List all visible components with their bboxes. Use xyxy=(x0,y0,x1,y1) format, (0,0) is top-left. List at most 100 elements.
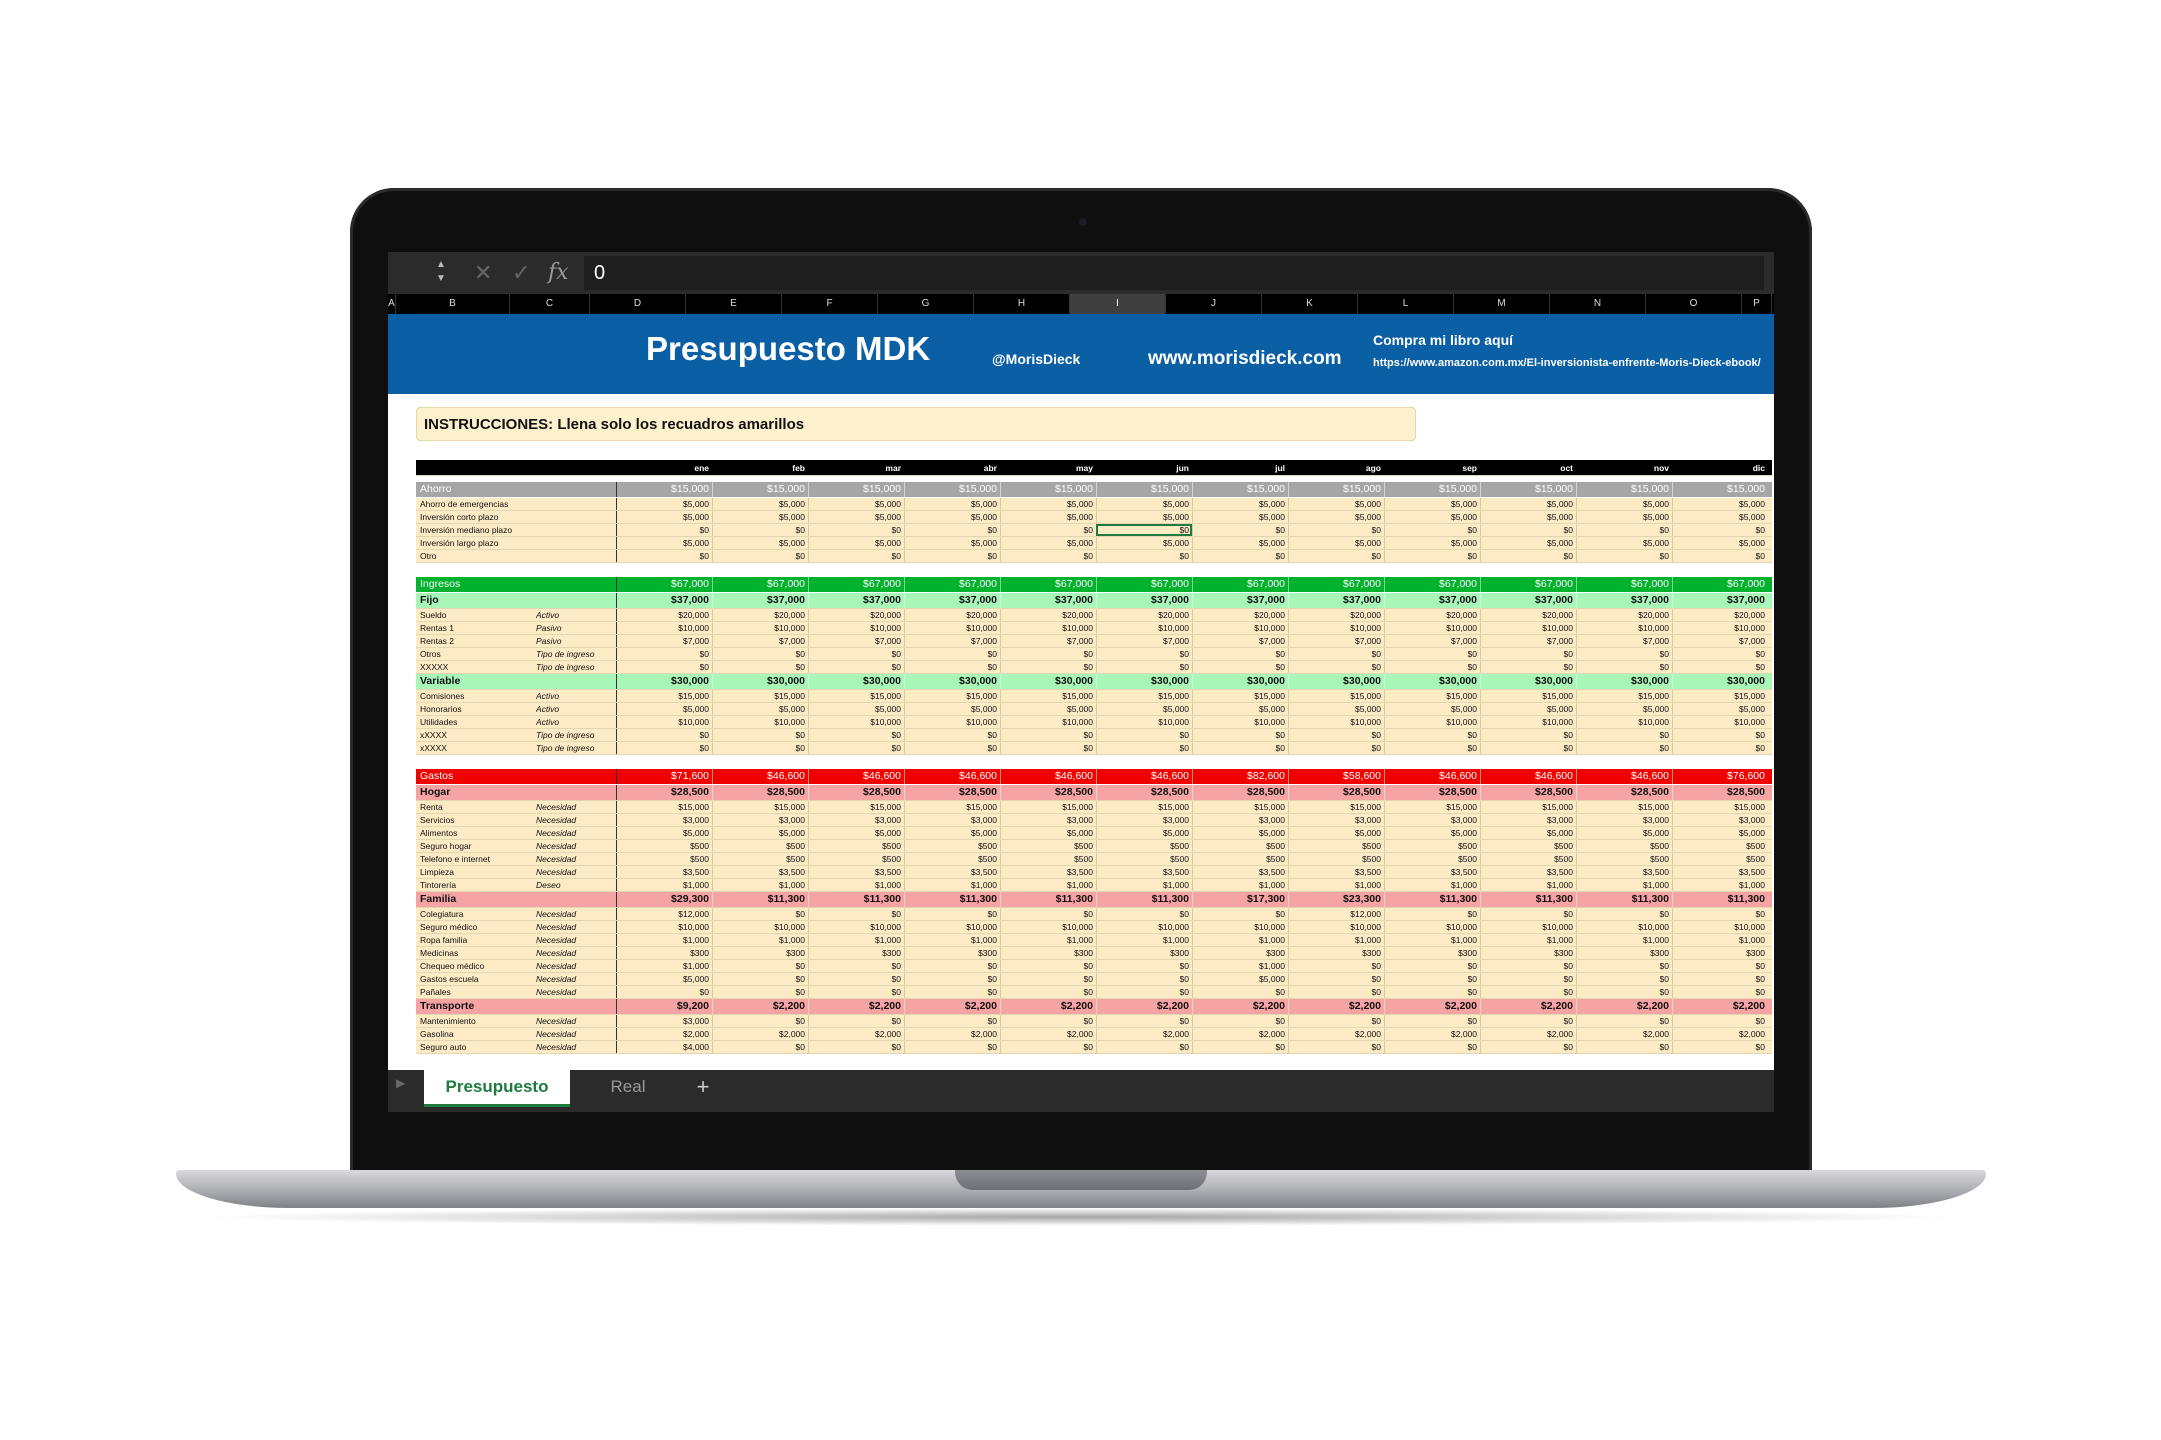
value-cell[interactable]: $0 xyxy=(1480,661,1576,673)
value-cell[interactable]: $500 xyxy=(1192,840,1288,852)
value-cell[interactable]: $5,000 xyxy=(616,973,712,985)
value-cell[interactable]: $20,000 xyxy=(808,609,904,621)
value-cell[interactable]: $15,000 xyxy=(1672,690,1768,702)
value-cell[interactable]: $2,000 xyxy=(1288,1028,1384,1040)
row-type[interactable]: Necesidad xyxy=(536,1042,577,1052)
value-cell[interactable]: $3,500 xyxy=(904,866,1000,878)
value-cell[interactable]: $0 xyxy=(1384,908,1480,920)
value-cell[interactable]: $20,000 xyxy=(616,609,712,621)
value-cell[interactable]: $1,000 xyxy=(1192,960,1288,972)
value-cell[interactable]: $0 xyxy=(904,524,1000,536)
row-type[interactable]: Necesidad xyxy=(536,1016,577,1026)
value-cell[interactable]: $0 xyxy=(712,648,808,660)
value-cell[interactable]: $5,000 xyxy=(1288,827,1384,839)
value-cell[interactable]: $5,000 xyxy=(616,827,712,839)
value-cell[interactable]: $0 xyxy=(616,986,712,998)
value-cell[interactable]: $0 xyxy=(1288,1041,1384,1053)
value-cell[interactable]: $0 xyxy=(1672,986,1768,998)
value-cell[interactable]: $300 xyxy=(1384,947,1480,959)
row-type[interactable]: Necesidad xyxy=(536,948,577,958)
value-cell[interactable]: $2,000 xyxy=(1000,1028,1096,1040)
value-cell[interactable]: $0 xyxy=(904,973,1000,985)
value-cell[interactable]: $0 xyxy=(616,661,712,673)
value-cell[interactable]: $5,000 xyxy=(1480,703,1576,715)
value-cell[interactable]: $0 xyxy=(808,550,904,562)
value-cell[interactable]: $0 xyxy=(1000,1015,1096,1027)
value-cell[interactable]: $0 xyxy=(1192,742,1288,754)
value-cell[interactable]: $5,000 xyxy=(1192,973,1288,985)
value-cell[interactable]: $0 xyxy=(1096,661,1192,673)
value-cell[interactable]: $0 xyxy=(1096,729,1192,741)
value-cell[interactable]: $0 xyxy=(1672,742,1768,754)
row-type[interactable]: Necesidad xyxy=(536,867,577,877)
column-header-d[interactable]: D xyxy=(590,294,686,314)
value-cell[interactable]: $0 xyxy=(1384,648,1480,660)
value-cell[interactable]: $10,000 xyxy=(904,921,1000,933)
row-type[interactable]: Necesidad xyxy=(536,828,577,838)
value-cell[interactable]: $500 xyxy=(808,853,904,865)
value-cell[interactable]: $1,000 xyxy=(1672,934,1768,946)
value-cell[interactable]: $500 xyxy=(1576,840,1672,852)
value-cell[interactable]: $500 xyxy=(712,840,808,852)
value-cell[interactable]: $500 xyxy=(1672,840,1768,852)
row-type[interactable] xyxy=(536,511,616,523)
value-cell[interactable]: $0 xyxy=(1000,661,1096,673)
value-cell[interactable]: $15,000 xyxy=(1192,690,1288,702)
value-cell[interactable]: $1,000 xyxy=(1096,879,1192,891)
value-cell[interactable]: $7,000 xyxy=(1192,635,1288,647)
value-cell[interactable]: $5,000 xyxy=(616,498,712,510)
value-cell[interactable]: $15,000 xyxy=(1480,801,1576,813)
value-cell[interactable]: $3,500 xyxy=(1576,866,1672,878)
value-cell[interactable]: $15,000 xyxy=(1288,690,1384,702)
value-cell[interactable]: $5,000 xyxy=(1576,511,1672,523)
row-type[interactable] xyxy=(536,524,616,536)
value-cell[interactable]: $5,000 xyxy=(1576,498,1672,510)
value-cell[interactable]: $7,000 xyxy=(616,635,712,647)
value-cell[interactable]: $5,000 xyxy=(1192,498,1288,510)
value-cell[interactable]: $1,000 xyxy=(808,879,904,891)
value-cell[interactable]: $5,000 xyxy=(904,537,1000,549)
value-cell[interactable]: $2,000 xyxy=(808,1028,904,1040)
value-cell[interactable]: $0 xyxy=(1096,1015,1192,1027)
value-cell[interactable]: $0 xyxy=(1576,524,1672,536)
value-cell[interactable]: $0 xyxy=(1096,908,1192,920)
value-cell[interactable]: $5,000 xyxy=(1384,703,1480,715)
value-cell[interactable]: $7,000 xyxy=(1480,635,1576,647)
value-cell[interactable]: $0 xyxy=(1384,729,1480,741)
value-cell[interactable]: $15,000 xyxy=(1096,801,1192,813)
value-cell[interactable]: $0 xyxy=(1288,973,1384,985)
value-cell[interactable]: $1,000 xyxy=(1480,934,1576,946)
value-cell[interactable]: $0 xyxy=(616,648,712,660)
value-cell[interactable]: $2,000 xyxy=(1192,1028,1288,1040)
value-cell[interactable]: $5,000 xyxy=(712,827,808,839)
value-cell[interactable]: $0 xyxy=(1672,648,1768,660)
value-cell[interactable]: $10,000 xyxy=(616,622,712,634)
value-cell[interactable]: $5,000 xyxy=(616,703,712,715)
value-cell[interactable]: $0 xyxy=(1288,1015,1384,1027)
value-cell[interactable]: $0 xyxy=(1480,524,1576,536)
value-cell[interactable]: $3,500 xyxy=(1384,866,1480,878)
value-cell[interactable]: $10,000 xyxy=(712,921,808,933)
value-cell[interactable]: $0 xyxy=(1096,524,1192,536)
value-cell[interactable]: $0 xyxy=(1000,648,1096,660)
value-cell[interactable]: $5,000 xyxy=(904,827,1000,839)
value-cell[interactable]: $0 xyxy=(1672,729,1768,741)
value-cell[interactable]: $0 xyxy=(1288,524,1384,536)
value-cell[interactable]: $10,000 xyxy=(904,622,1000,634)
value-cell[interactable]: $2,000 xyxy=(712,1028,808,1040)
value-cell[interactable]: $5,000 xyxy=(1672,537,1768,549)
value-cell[interactable]: $0 xyxy=(712,742,808,754)
value-cell[interactable]: $10,000 xyxy=(1000,622,1096,634)
value-cell[interactable]: $10,000 xyxy=(1576,622,1672,634)
value-cell[interactable]: $0 xyxy=(1288,960,1384,972)
value-cell[interactable]: $10,000 xyxy=(1096,716,1192,728)
value-cell[interactable]: $7,000 xyxy=(1672,635,1768,647)
value-cell[interactable]: $5,000 xyxy=(1000,827,1096,839)
value-cell[interactable]: $1,000 xyxy=(616,960,712,972)
column-header-j[interactable]: J xyxy=(1166,294,1262,314)
value-cell[interactable]: $1,000 xyxy=(1288,934,1384,946)
value-cell[interactable]: $5,000 xyxy=(1096,537,1192,549)
value-cell[interactable]: $15,000 xyxy=(1096,690,1192,702)
value-cell[interactable]: $500 xyxy=(1384,853,1480,865)
value-cell[interactable]: $1,000 xyxy=(1576,934,1672,946)
